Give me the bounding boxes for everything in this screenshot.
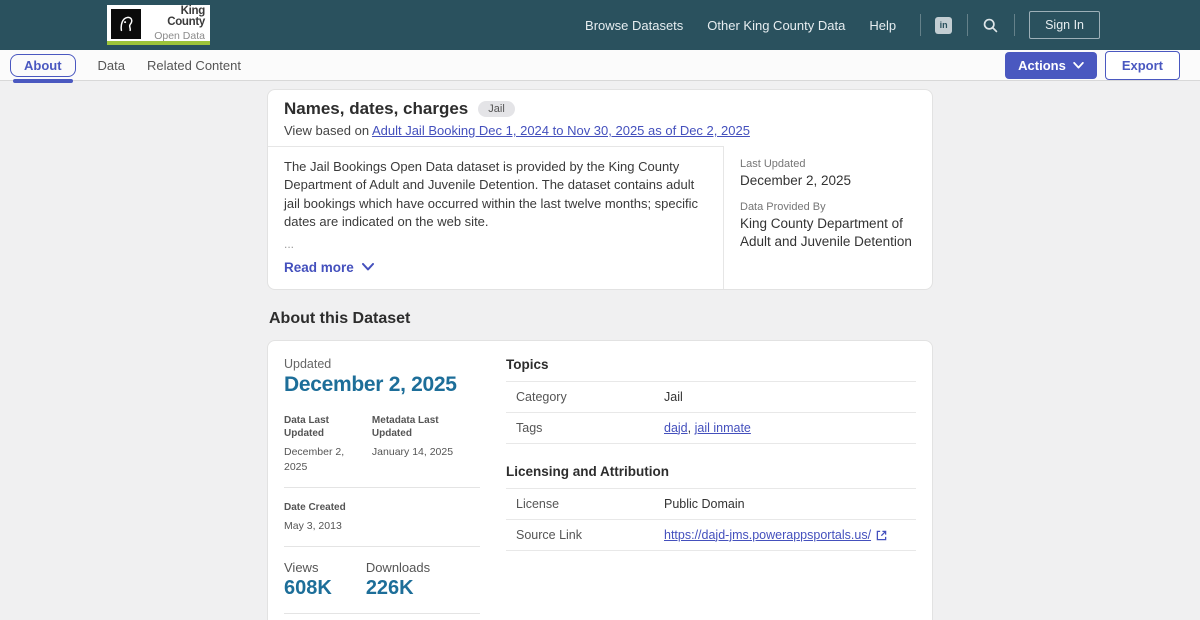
topics-heading: Topics xyxy=(506,356,549,372)
read-more-label: Read more xyxy=(284,259,354,275)
tab-about[interactable]: About xyxy=(10,53,76,83)
date-created-label: Date Created xyxy=(284,502,346,514)
tab-bar: About Data Related Content Actions Expor… xyxy=(0,50,1200,83)
about-dataset-card: Updated December 2, 2025 Data Last Updat… xyxy=(267,339,933,620)
updated-label: Updated xyxy=(284,356,332,371)
downloads-count: 226K xyxy=(365,577,414,600)
dataset-meta-sidebar: Last Updated December 2, 2025 Data Provi… xyxy=(723,146,932,289)
mlk-logo-icon xyxy=(111,8,141,39)
divider xyxy=(284,487,480,489)
nav-divider xyxy=(967,14,969,36)
king-county-open-data-logo[interactable]: King County Open Data xyxy=(107,5,210,45)
provided-by-value: King County Department of Adult and Juve… xyxy=(740,216,912,250)
views-label: Views xyxy=(284,560,319,576)
description-area: The Jail Bookings Open Data dataset is p… xyxy=(268,146,723,289)
main-content: Names, dates, charges Jail View based on… xyxy=(267,89,933,620)
export-button[interactable]: Export xyxy=(1104,50,1180,80)
read-more-button[interactable]: Read more xyxy=(284,260,374,275)
external-link-icon xyxy=(876,530,887,541)
licensing-table: License Public Domain Source Link https:… xyxy=(506,487,916,551)
page-title: Names, dates, charges xyxy=(284,99,469,118)
source-link-row-value: https://dajd-jms.powerappsportals.us/ xyxy=(654,518,916,551)
data-last-updated-value: December 2, 2025 xyxy=(284,445,345,473)
chevron-down-icon xyxy=(1073,61,1084,68)
view-based-on: View based on Adult Jail Booking Dec 1, … xyxy=(284,123,916,138)
description-ellipsis: ... xyxy=(284,236,295,251)
actions-button-label: Actions xyxy=(1018,57,1066,73)
license-row-value: Public Domain xyxy=(654,487,916,520)
table-row: Tags dajd, jail inmate xyxy=(506,411,916,444)
provided-by-label: Data Provided By xyxy=(740,201,826,214)
last-updated-value: December 2, 2025 xyxy=(740,173,852,188)
metadata-last-updated-label: Metadata Last Updated xyxy=(371,414,439,440)
about-section-heading: About this Dataset xyxy=(269,309,411,327)
updated-date: December 2, 2025 xyxy=(284,372,457,396)
nav-help[interactable]: Help xyxy=(869,17,897,33)
parent-dataset-link[interactable]: Adult Jail Booking Dec 1, 2024 to Nov 30… xyxy=(371,123,750,138)
views-count: 608K xyxy=(284,577,332,600)
tags-row-value: dajd, jail inmate xyxy=(654,411,916,444)
tags-row-label: Tags xyxy=(506,411,654,444)
logo-line1: King County xyxy=(167,4,205,29)
dataset-description: The Jail Bookings Open Data dataset is p… xyxy=(284,159,699,230)
nav-divider xyxy=(920,14,922,36)
actions-button[interactable]: Actions xyxy=(1005,51,1097,79)
source-link[interactable]: https://dajd-jms.powerappsportals.us/ xyxy=(664,527,872,542)
tag-separator: , xyxy=(687,420,695,435)
about-left-column: Updated December 2, 2025 Data Last Updat… xyxy=(284,357,480,620)
dataset-summary-card: Names, dates, charges Jail View based on… xyxy=(267,89,933,290)
toolbar-actions: Actions Export xyxy=(1005,50,1180,80)
data-last-updated: Data Last Updated December 2, 2025 xyxy=(284,414,358,474)
category-row-value: Jail xyxy=(654,380,916,413)
topics-table: Category Jail Tags dajd, jail inmate xyxy=(506,380,916,444)
views-stat: Views 608K xyxy=(284,560,332,600)
date-created: Date Created May 3, 2013 xyxy=(284,501,480,533)
downloads-label: Downloads xyxy=(365,560,431,576)
logo-text: King County Open Data xyxy=(144,4,205,42)
table-row: Source Link https://dajd-jms.powerappspo… xyxy=(506,518,916,551)
table-row: License Public Domain xyxy=(506,487,916,520)
search-icon[interactable] xyxy=(982,17,999,34)
nav-other-king-county-data[interactable]: Other King County Data xyxy=(707,17,846,33)
tab-related-content[interactable]: Related Content xyxy=(147,57,241,73)
dataset-header: Names, dates, charges Jail View based on… xyxy=(268,90,932,146)
nav-browse-datasets[interactable]: Browse Datasets xyxy=(585,17,684,33)
category-row-label: Category xyxy=(506,380,654,413)
table-row: Category Jail xyxy=(506,380,916,413)
data-last-updated-label: Data Last Updated xyxy=(284,414,330,440)
chevron-down-icon xyxy=(361,263,374,271)
nav-divider xyxy=(1014,14,1016,36)
about-right-column: Topics Category Jail Tags dajd, jail inm… xyxy=(506,357,916,620)
view-based-prefix: View based on xyxy=(284,123,372,138)
divider xyxy=(284,546,480,548)
site-header: King County Open Data Browse Datasets Ot… xyxy=(0,0,1200,50)
category-badge[interactable]: Jail xyxy=(478,101,515,117)
downloads-stat: Downloads 226K xyxy=(366,560,430,600)
tag-link-jail-inmate[interactable]: jail inmate xyxy=(694,420,751,435)
sign-in-button[interactable]: Sign In xyxy=(1029,11,1100,39)
divider xyxy=(284,613,480,615)
license-row-label: License xyxy=(506,487,654,520)
last-updated-label: Last Updated xyxy=(740,158,806,170)
tag-link-dajd[interactable]: dajd xyxy=(664,420,688,435)
source-link-row-label: Source Link xyxy=(506,518,654,551)
tab-data[interactable]: Data xyxy=(97,57,126,73)
logo-line2: Open Data xyxy=(154,29,205,42)
licensing-heading: Licensing and Attribution xyxy=(506,463,669,479)
metadata-last-updated-value: January 14, 2025 xyxy=(371,445,454,458)
linkedin-icon[interactable]: in xyxy=(935,16,953,34)
date-created-value: May 3, 2013 xyxy=(284,519,342,532)
metadata-last-updated: Metadata Last Updated January 14, 2025 xyxy=(372,414,466,474)
header-nav: Browse Datasets Other King County Data H… xyxy=(585,11,1100,39)
